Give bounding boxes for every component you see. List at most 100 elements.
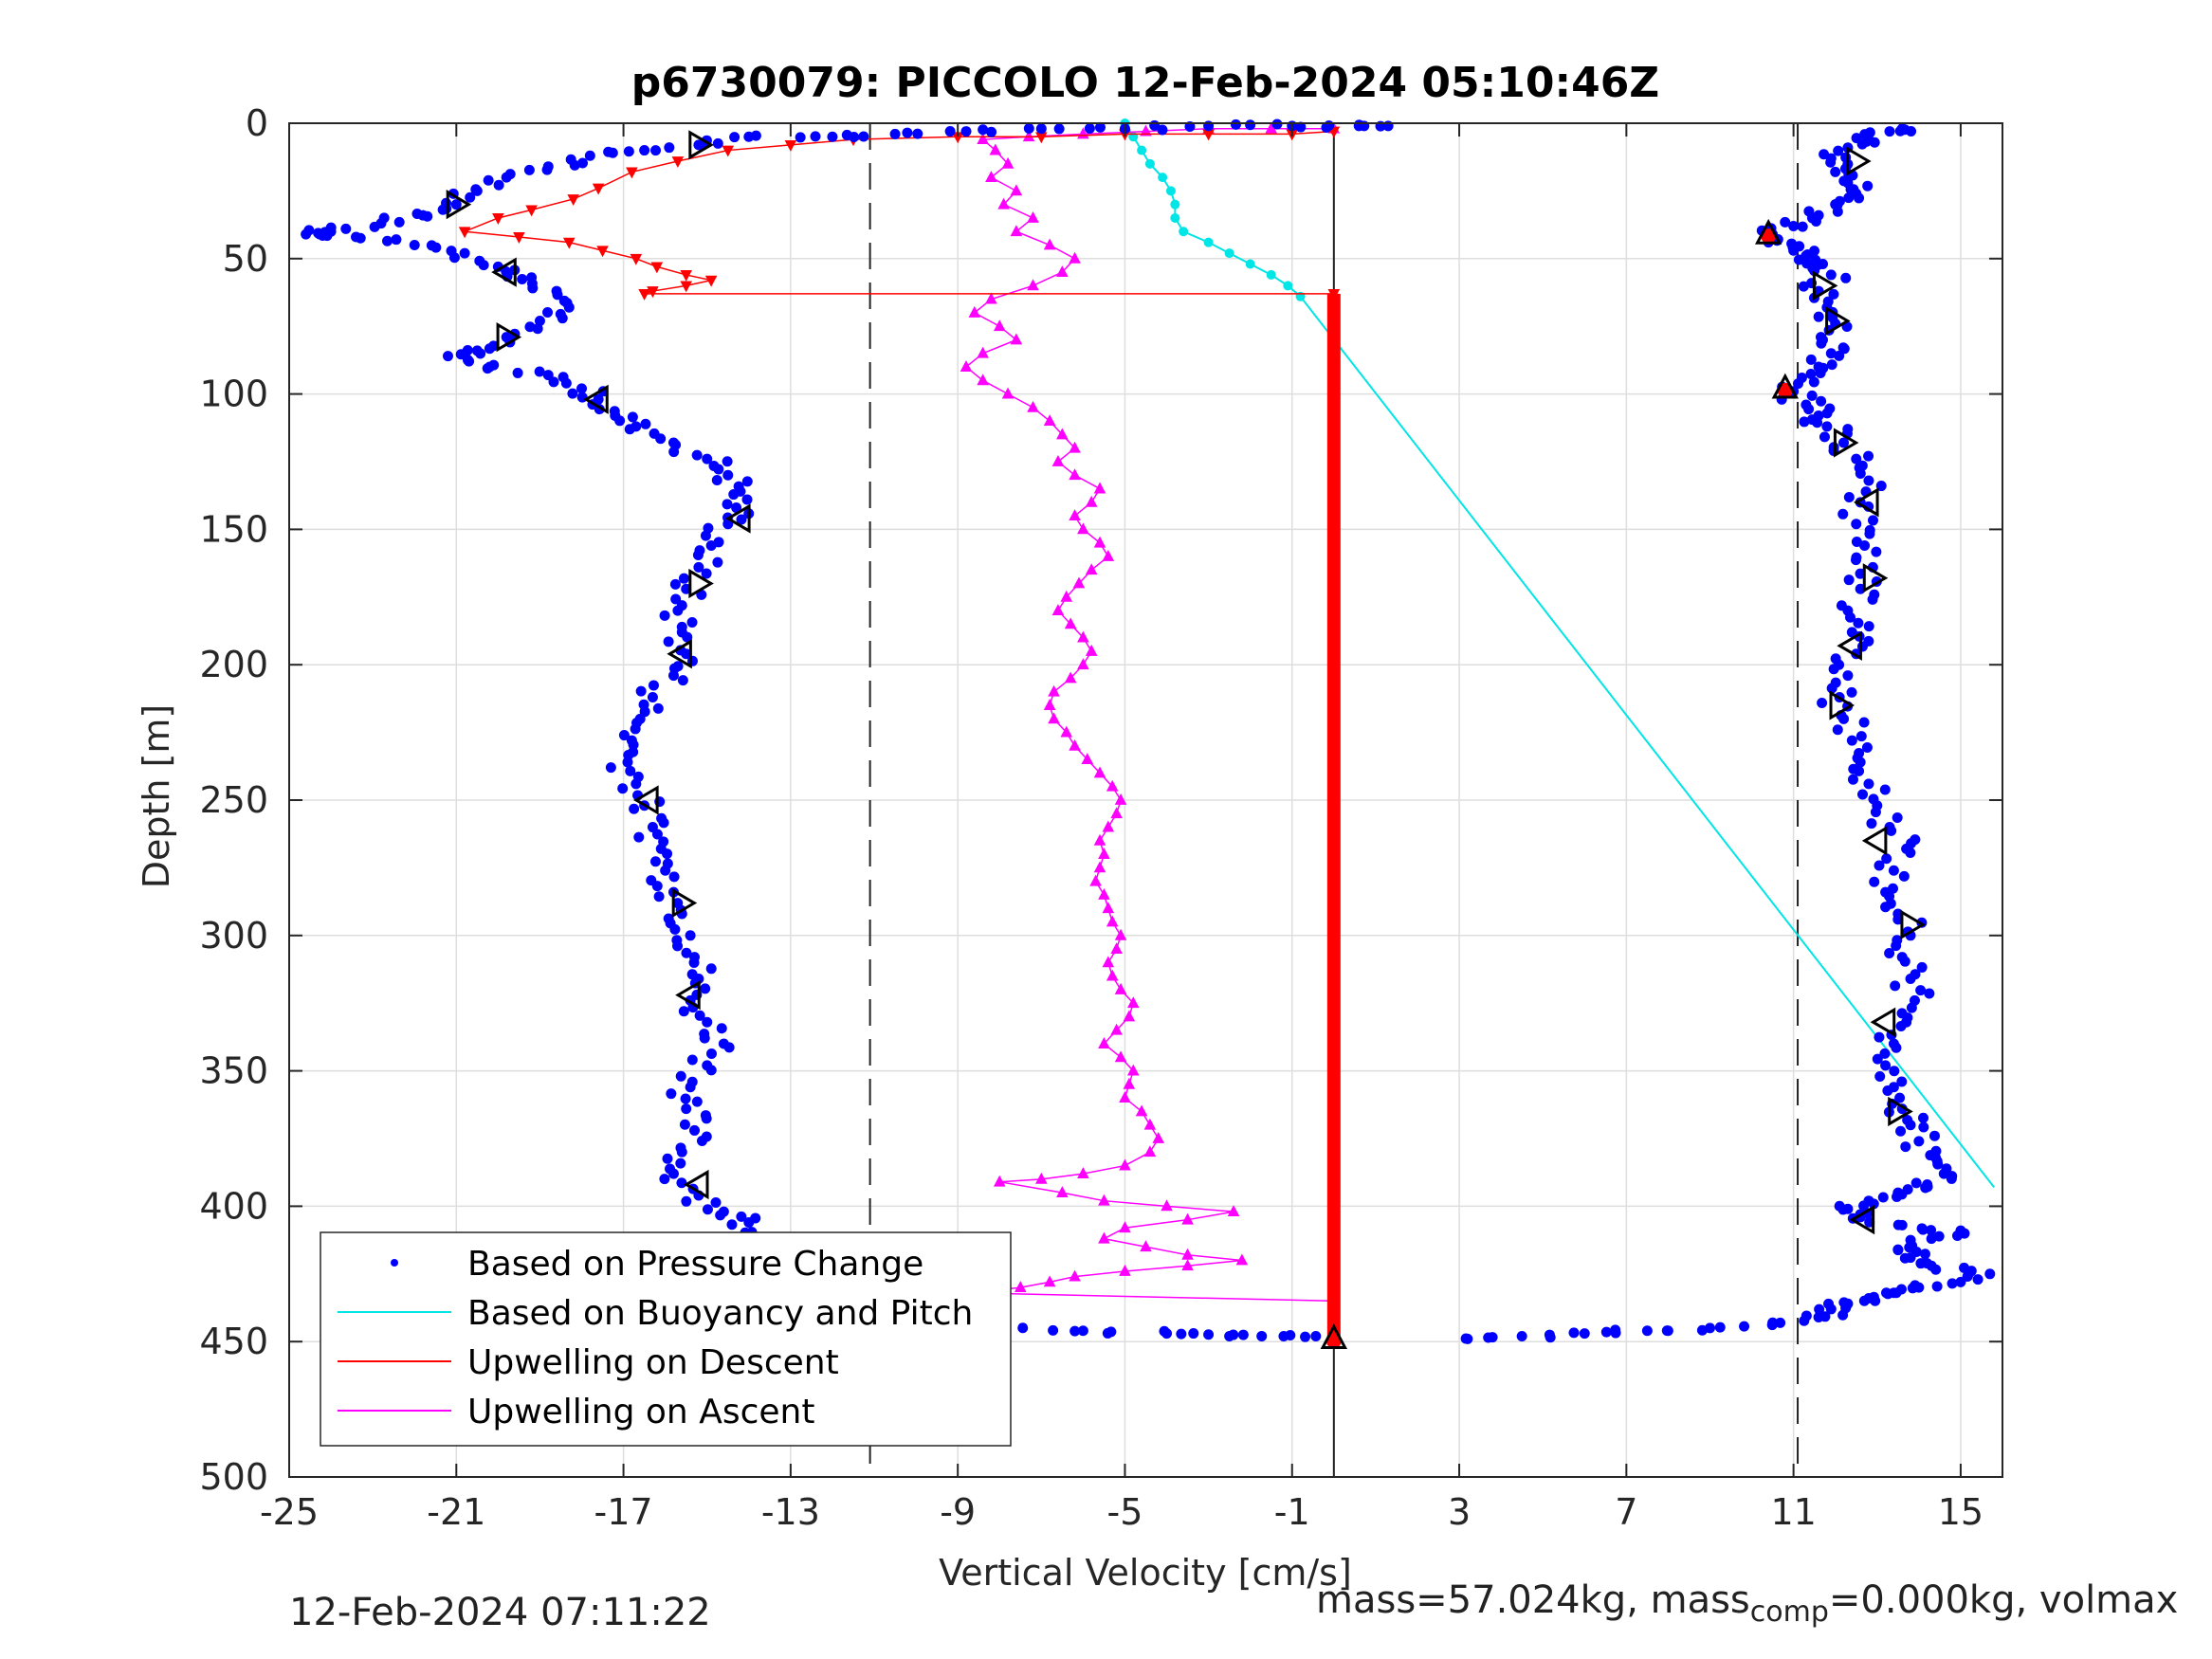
pressure-change-point	[841, 129, 852, 140]
pressure-change-point	[633, 831, 645, 843]
y-tick-label: 150	[199, 508, 268, 550]
upwelling-ascent-point	[1143, 1145, 1157, 1158]
y-tick-label: 200	[199, 644, 268, 685]
pressure-change-point	[1837, 508, 1849, 520]
upwelling-descent-point	[626, 167, 638, 179]
upwelling-ascent-point	[1093, 766, 1106, 778]
pressure-change-point	[723, 1042, 735, 1053]
pressure-change-point	[986, 126, 997, 137]
pressure-change-point	[1838, 437, 1850, 448]
pressure-change-point	[1739, 1321, 1750, 1332]
upwelling-descent-point	[592, 183, 605, 195]
pressure-change-point	[710, 1196, 722, 1208]
pressure-change-point	[712, 137, 723, 149]
open-triangle-marker	[496, 322, 522, 353]
pressure-change-point	[1915, 985, 1927, 996]
legend-entry: Upwelling on Ascent	[338, 1393, 814, 1431]
upwelling-ascent-point	[1235, 1253, 1249, 1266]
pressure-change-point	[678, 573, 689, 584]
pressure-change-point	[1798, 281, 1809, 292]
pressure-change-point	[1881, 853, 1892, 865]
open-triangle-marker	[1862, 563, 1889, 593]
pressure-change-point	[1161, 1328, 1173, 1340]
pressure-change-point	[1324, 119, 1335, 131]
pressure-change-point	[369, 221, 380, 232]
upwelling-ascent-point	[1089, 874, 1102, 886]
pressure-change-point	[1834, 1200, 1845, 1212]
pressure-change-point	[478, 260, 489, 271]
pressure-change-point	[1892, 935, 1903, 946]
pressure-change-point	[1959, 1262, 1970, 1273]
pressure-change-point	[1867, 515, 1878, 526]
pressure-change-point	[1863, 635, 1874, 647]
pressure-change-point	[672, 940, 684, 952]
open-triangle-marker	[1837, 630, 1862, 661]
upwelling-ascent-point	[1010, 333, 1023, 345]
buoyancy-pitch-point	[1283, 281, 1293, 291]
upwelling-ascent-point	[1014, 1281, 1027, 1292]
pressure-change-point	[1847, 774, 1858, 785]
upwelling-ascent-point	[1110, 942, 1123, 954]
upwelling-ascent-point	[1093, 482, 1106, 494]
upwelling-ascent-point	[1085, 563, 1098, 575]
pressure-change-point	[1851, 552, 1862, 563]
pressure-change-point	[1813, 311, 1824, 322]
upwelling-ascent-point	[1102, 820, 1115, 832]
upwelling-ascent-point	[1098, 887, 1110, 900]
open-triangle-marker	[491, 257, 517, 287]
upwelling-ascent-point	[1077, 522, 1089, 535]
upwelling-descent-point	[704, 275, 718, 287]
pressure-change-point	[623, 146, 634, 157]
upwelling-ascent-point	[1227, 1205, 1240, 1217]
pressure-change-point	[1832, 724, 1843, 736]
pressure-change-point	[701, 568, 712, 579]
pressure-change-point	[1230, 118, 1241, 130]
pressure-change-point	[1851, 536, 1862, 547]
pressure-change-point	[1823, 1298, 1835, 1309]
legend-entry: Upwelling on Descent	[338, 1343, 839, 1382]
upwelling-ascent-point	[1048, 712, 1060, 724]
upwelling-descent-point	[513, 232, 525, 244]
pressure-change-point	[685, 1082, 696, 1093]
pressure-change-point	[678, 1006, 689, 1017]
pressure-change-point	[475, 348, 486, 359]
pressure-change-point	[681, 947, 692, 958]
pressure-change-point	[1256, 1330, 1268, 1341]
x-tick-label: -17	[594, 1491, 653, 1533]
pressure-change-point	[625, 765, 636, 776]
pressure-change-point	[1797, 221, 1808, 232]
pressure-change-point	[694, 1010, 705, 1021]
pressure-change-point	[1910, 1280, 1921, 1291]
pressure-change-point	[715, 1210, 726, 1221]
x-tick-label: -25	[260, 1491, 319, 1533]
pressure-change-point	[422, 210, 433, 222]
pressure-change-point	[1887, 883, 1898, 894]
pressure-change-point	[652, 702, 664, 714]
upwelling-ascent-point	[1123, 1077, 1136, 1089]
buoyancy-pitch-point	[1245, 259, 1255, 269]
pressure-change-point	[1890, 980, 1901, 992]
pressure-change-point	[1310, 1331, 1322, 1342]
pressure-change-point	[1813, 210, 1824, 221]
pressure-change-point	[629, 803, 640, 814]
pressure-change-point	[655, 433, 667, 445]
upwelling-ascent-point	[1140, 124, 1152, 137]
pressure-change-point	[1848, 763, 1859, 775]
legend-label: Based on Buoyancy and Pitch	[467, 1294, 973, 1333]
upwelling-descent-point	[458, 227, 471, 239]
upwelling-ascent-point	[1056, 1186, 1069, 1198]
upwelling-ascent-point	[1035, 1172, 1048, 1184]
chart-title: p6730079: PICCOLO 12-Feb-2024 05:10:46Z	[631, 59, 1659, 107]
pressure-change-point	[1237, 1329, 1249, 1340]
pressure-change-point	[1858, 717, 1870, 728]
pressure-change-point	[631, 778, 642, 790]
pressure-change-point	[1834, 195, 1845, 207]
pressure-change-point	[1872, 1053, 1883, 1065]
pressure-change-point	[668, 871, 680, 883]
pressure-change-point	[810, 131, 821, 142]
pressure-change-point	[355, 232, 366, 244]
upwelling-ascent-point	[1119, 1158, 1131, 1171]
series-pressure-change	[301, 118, 1996, 1344]
pressure-change-point	[1924, 988, 1935, 999]
pressure-change-point	[1864, 524, 1875, 536]
